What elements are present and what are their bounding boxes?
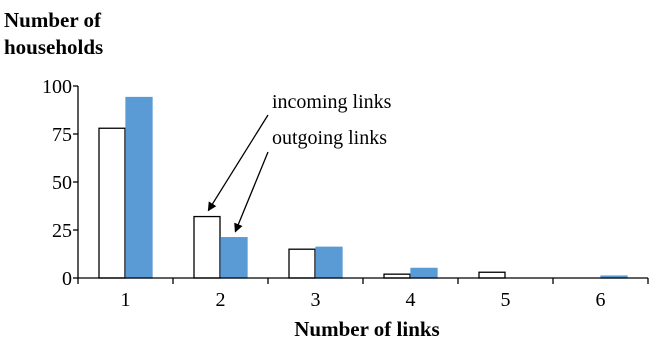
y-tick-label: 50 (52, 172, 72, 194)
annotation-label: outgoing links (272, 127, 387, 149)
x-tick-label: 2 (216, 289, 226, 311)
y-tick-label: 75 (52, 124, 72, 146)
outgoing-bar (220, 237, 248, 279)
x-axis-ticks (77, 278, 649, 284)
outgoing-bar (410, 267, 438, 279)
x-tick-label: 5 (501, 289, 511, 311)
annotations: incoming links outgoing links (207, 91, 392, 233)
x-tick-label: 1 (121, 289, 131, 311)
incoming-bar (288, 248, 316, 279)
annotation-arrow (207, 114, 269, 212)
y-tick-label: 100 (42, 76, 72, 98)
annotation-label: incoming links (272, 91, 392, 113)
y-axis-title-line-1: Number of (4, 8, 102, 32)
y-axis-title: Number of households (4, 8, 103, 59)
outgoing-bar (315, 246, 343, 279)
x-tick-label: 4 (406, 289, 416, 311)
y-tick-label: 0 (62, 268, 72, 290)
bars (98, 96, 628, 279)
y-tick-label: 25 (52, 220, 72, 242)
incoming-bar (478, 271, 506, 279)
x-tick-label: 6 (596, 289, 606, 311)
y-axis-title-line-2: households (4, 35, 103, 59)
incoming-bar (98, 127, 126, 279)
annotation-arrow (234, 151, 269, 233)
x-axis-tick-labels: 1 2 3 4 5 6 (121, 289, 606, 311)
x-axis-title: Number of links (294, 317, 439, 341)
x-tick-label: 3 (311, 289, 321, 311)
outgoing-bar (125, 96, 153, 279)
y-axis-tick-labels: 0 25 50 75 100 (42, 76, 78, 290)
incoming-bar (193, 215, 221, 279)
